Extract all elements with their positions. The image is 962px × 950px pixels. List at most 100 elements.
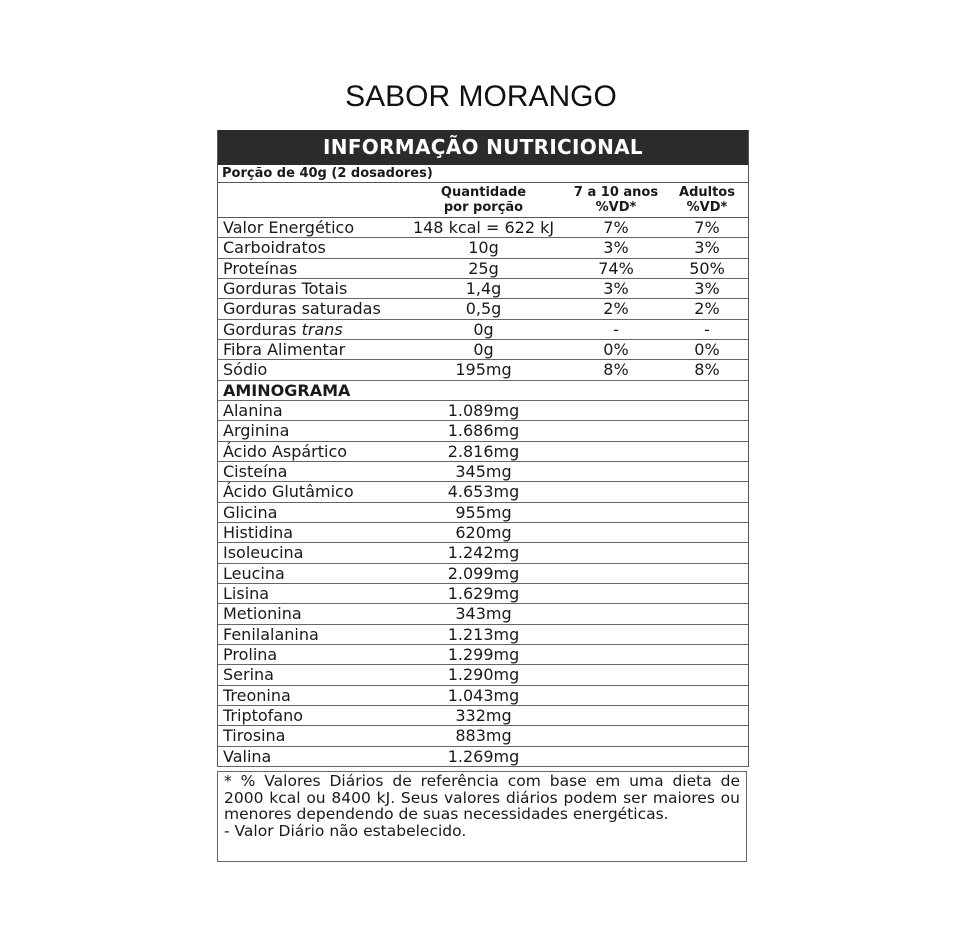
- nutrient-name-text: Valor Energético: [223, 218, 355, 237]
- nutrient-child-dv: 3%: [603, 238, 629, 258]
- amino-acid-row: Valina 1.269mg: [218, 747, 748, 767]
- nutrient-name-text: Gorduras: [223, 319, 302, 339]
- amino-acid-quantity: 883mg: [455, 726, 512, 746]
- nutrient-child-dv: 0%: [603, 339, 629, 359]
- nutrient-name: Fibra Alimentar: [218, 340, 401, 359]
- nutrient-row: Fibra Alimentar 0g 0% 0%: [218, 339, 748, 361]
- amino-acid-name: Cisteína: [223, 461, 288, 481]
- nutrient-name: Gorduras Totais: [218, 279, 401, 298]
- portion-size: Porção de 40g (2 dosadores): [218, 165, 748, 183]
- nutrient-quantity: 25g: [468, 258, 499, 278]
- nutrient-adult-dv: 8%: [694, 360, 720, 380]
- nutrient-quantity: 0,5g: [465, 299, 502, 319]
- nutrient-name: Valor Energético: [218, 218, 401, 237]
- amino-acid-quantity: 1.290mg: [447, 665, 520, 685]
- aminogram-rows: Alanina 1.089mg Arginina 1.686mg Ácido Asp…: [218, 401, 748, 767]
- footnote-not-established: - Valor Diário não estabelecido.: [224, 821, 467, 840]
- nutrient-row: Sódio 195mg 8% 8%: [218, 360, 748, 381]
- amino-acid-name: Tirosina: [223, 726, 286, 746]
- amino-acid-name: Ácido Glutâmico: [223, 482, 354, 502]
- nutrient-child-dv: 2%: [603, 299, 629, 319]
- aminogram-heading-row: AMINOGRAMA: [218, 381, 748, 401]
- nutrient-name-text: Proteínas: [223, 258, 298, 278]
- nutrient-child-dv: 74%: [598, 258, 634, 278]
- amino-acid-quantity: 343mg: [455, 604, 512, 624]
- amino-acid-row: Prolina 1.299mg: [218, 644, 748, 666]
- column-header-adults: Adultos %VD*: [666, 183, 748, 217]
- nutrient-adult-dv: 50%: [689, 258, 725, 278]
- nutrient-name: Gorduras trans: [218, 320, 401, 339]
- amino-acid-name: Histidina: [223, 522, 294, 542]
- amino-acid-row: Histidina 620mg: [218, 522, 748, 544]
- amino-acid-quantity: 1.213mg: [447, 624, 520, 644]
- amino-acid-row: Arginina 1.686mg: [218, 421, 748, 442]
- amino-acid-name: Triptofano: [223, 705, 304, 725]
- nutrition-facts-table: INFORMAÇÃO NUTRICIONAL Porção de 40g (2 …: [217, 130, 749, 767]
- nutrient-name: Proteínas: [218, 259, 401, 278]
- nutrient-child-dv: -: [613, 319, 619, 339]
- amino-acid-quantity: 1.629mg: [447, 583, 520, 603]
- nutrient-row: Carboidratos 10g 3% 3%: [218, 238, 748, 259]
- amino-acid-quantity: 1.299mg: [447, 644, 520, 664]
- nutrient-name-text: Gorduras Totais: [223, 278, 348, 298]
- nutrient-adult-dv: 0%: [694, 339, 720, 359]
- header-line: Quantidade: [440, 185, 527, 200]
- nutrient-row: Valor Energético 148 kcal = 622 kJ 7% 7%: [218, 218, 748, 239]
- nutrient-child-dv: 3%: [603, 278, 629, 298]
- nutrient-adult-dv: 3%: [694, 238, 720, 258]
- amino-acid-row: Lisina 1.629mg: [218, 583, 748, 605]
- amino-acid-quantity: 1.686mg: [447, 421, 520, 441]
- amino-acid-row: Isoleucina 1.242mg: [218, 543, 748, 564]
- amino-acid-row: Leucina 2.099mg: [218, 564, 748, 584]
- nutrient-name: Sódio: [218, 360, 401, 379]
- nutrient-adult-dv: 7%: [694, 218, 720, 237]
- nutrient-adult-dv: 3%: [694, 278, 720, 298]
- nutrient-child-dv: 7%: [603, 218, 629, 237]
- amino-acid-quantity: 4.653mg: [447, 482, 520, 502]
- amino-acid-row: Cisteína 345mg: [218, 461, 748, 483]
- amino-acid-quantity: 1.242mg: [447, 543, 520, 563]
- header-line: por porção: [443, 200, 524, 215]
- amino-acid-name: Isoleucina: [223, 543, 304, 563]
- nutrient-quantity: 1,4g: [465, 278, 502, 298]
- nutrient-quantity: 0g: [473, 319, 494, 339]
- nutrient-name: Carboidratos: [218, 238, 401, 257]
- flavor-title: SABOR MORANGO: [345, 80, 617, 113]
- amino-acid-quantity: 2.099mg: [447, 563, 520, 583]
- amino-acid-name: Alanina: [223, 400, 283, 420]
- amino-acid-name: Fenilalanina: [223, 624, 319, 644]
- amino-acid-name: Valina: [223, 746, 272, 766]
- column-header-children: 7 a 10 anos %VD*: [566, 183, 666, 217]
- nutrient-row: Gorduras Totais 1,4g 3% 3%: [218, 278, 748, 300]
- amino-acid-row: Ácido Aspártico 2.816mg: [218, 442, 748, 462]
- amino-acid-quantity: 1.089mg: [447, 400, 520, 420]
- header-line: %VD*: [686, 200, 728, 215]
- nutrient-name-italic: trans: [301, 319, 343, 339]
- amino-acid-name: Arginina: [223, 421, 290, 441]
- amino-acid-row: Triptofano 332mg: [218, 705, 748, 727]
- nutrient-row: Proteínas 25g 74% 50%: [218, 259, 748, 279]
- footnote-daily-values: * % Valores Diários de referência com ba…: [224, 772, 740, 823]
- amino-acid-name: Glicina: [223, 502, 278, 522]
- nutrient-quantity: 0g: [473, 339, 494, 359]
- amino-acid-row: Alanina 1.089mg: [218, 400, 748, 422]
- header-line: 7 a 10 anos: [573, 185, 659, 200]
- column-header-name: [218, 183, 401, 217]
- amino-acid-name: Metionina: [223, 604, 302, 624]
- footnote: * % Valores Diários de referência com ba…: [217, 771, 747, 862]
- amino-acid-row: Ácido Glutâmico 4.653mg: [218, 482, 748, 503]
- amino-acid-name: Leucina: [223, 563, 285, 583]
- nutrient-quantity: 195mg: [455, 360, 512, 380]
- nutrient-quantity: 10g: [468, 238, 499, 258]
- aminogram-heading: AMINOGRAMA: [223, 380, 351, 400]
- nutrient-name-text: Carboidratos: [223, 238, 326, 258]
- amino-acid-quantity: 2.816mg: [447, 441, 520, 461]
- column-header-quantity: Quantidade por porção: [401, 183, 566, 217]
- nutrient-child-dv: 8%: [603, 360, 629, 380]
- amino-acid-row: Treonina 1.043mg: [218, 686, 748, 706]
- amino-acid-quantity: 1.269mg: [447, 746, 520, 766]
- amino-acid-name: Lisina: [223, 583, 270, 603]
- header-line: %VD*: [595, 200, 637, 215]
- header-line: Adultos: [679, 185, 735, 200]
- nutrient-quantity: 148 kcal = 622 kJ: [412, 218, 555, 237]
